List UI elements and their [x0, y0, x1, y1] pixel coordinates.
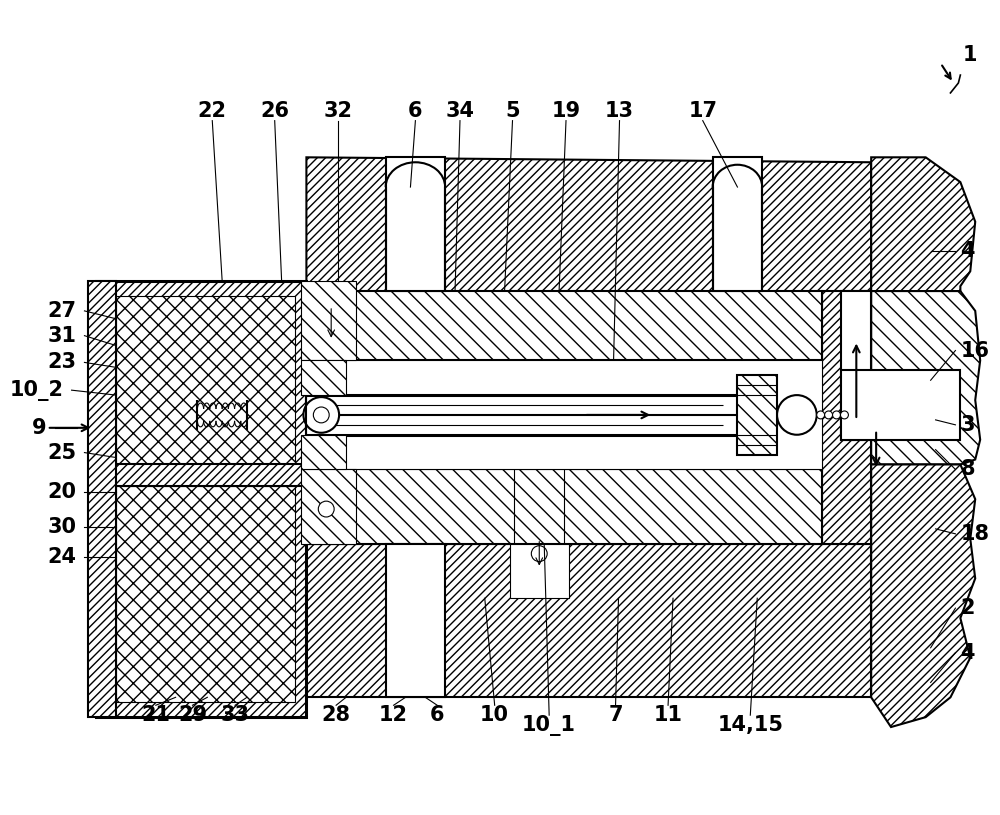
Text: 24: 24	[48, 547, 77, 566]
Polygon shape	[510, 544, 569, 598]
Circle shape	[303, 397, 339, 433]
Text: 20: 20	[48, 482, 77, 502]
Text: 18: 18	[960, 524, 989, 544]
Text: 22: 22	[198, 101, 227, 121]
Polygon shape	[822, 291, 871, 544]
Text: 8: 8	[960, 460, 975, 479]
Text: 10_1: 10_1	[522, 715, 576, 736]
Polygon shape	[871, 291, 980, 465]
Text: 5: 5	[505, 101, 520, 121]
Polygon shape	[306, 157, 871, 291]
Polygon shape	[386, 157, 445, 291]
Text: 28: 28	[322, 705, 351, 725]
Text: 26: 26	[260, 101, 289, 121]
Circle shape	[825, 411, 833, 419]
Circle shape	[313, 407, 329, 423]
Polygon shape	[386, 544, 445, 698]
Polygon shape	[306, 360, 822, 469]
Text: 4: 4	[960, 241, 975, 262]
Polygon shape	[737, 375, 777, 455]
Polygon shape	[301, 434, 346, 469]
Circle shape	[817, 411, 825, 419]
Text: 6: 6	[408, 101, 423, 121]
Text: 14,15: 14,15	[717, 715, 783, 735]
Text: 29: 29	[178, 705, 207, 725]
Text: 2: 2	[960, 598, 975, 618]
Text: 27: 27	[48, 301, 77, 321]
Text: 31: 31	[48, 326, 77, 346]
Text: 23: 23	[48, 352, 77, 372]
Text: 33: 33	[221, 705, 250, 725]
Circle shape	[318, 501, 334, 517]
Text: 7: 7	[608, 705, 623, 725]
Polygon shape	[96, 465, 306, 487]
Polygon shape	[306, 544, 871, 698]
Text: 16: 16	[960, 341, 989, 360]
Text: 34: 34	[445, 101, 474, 121]
Text: 10: 10	[480, 705, 509, 725]
Text: 21: 21	[141, 705, 170, 725]
Text: 4: 4	[960, 643, 975, 663]
Circle shape	[777, 395, 817, 434]
Text: 30: 30	[48, 517, 77, 537]
Circle shape	[833, 411, 840, 419]
Polygon shape	[713, 157, 762, 291]
Polygon shape	[301, 360, 346, 395]
Text: 32: 32	[324, 101, 353, 121]
Text: 11: 11	[654, 705, 683, 725]
Polygon shape	[306, 291, 822, 360]
Text: 19: 19	[551, 101, 581, 121]
Polygon shape	[88, 281, 116, 717]
Polygon shape	[301, 469, 356, 544]
Text: 6: 6	[430, 705, 444, 725]
Circle shape	[531, 546, 547, 562]
Polygon shape	[306, 469, 822, 544]
Circle shape	[840, 411, 848, 419]
Polygon shape	[116, 487, 295, 703]
Polygon shape	[871, 465, 975, 727]
Text: 1: 1	[963, 46, 978, 65]
Polygon shape	[116, 296, 295, 465]
Text: 25: 25	[47, 443, 77, 463]
Polygon shape	[841, 291, 871, 440]
Polygon shape	[96, 281, 306, 717]
Polygon shape	[301, 281, 356, 360]
Polygon shape	[841, 370, 960, 440]
Text: 17: 17	[688, 101, 717, 121]
Text: 10_2: 10_2	[10, 380, 64, 401]
Text: 3: 3	[960, 415, 975, 435]
Polygon shape	[871, 157, 975, 291]
Text: 9: 9	[32, 418, 47, 438]
Text: 13: 13	[605, 101, 634, 121]
Text: 12: 12	[379, 705, 408, 725]
